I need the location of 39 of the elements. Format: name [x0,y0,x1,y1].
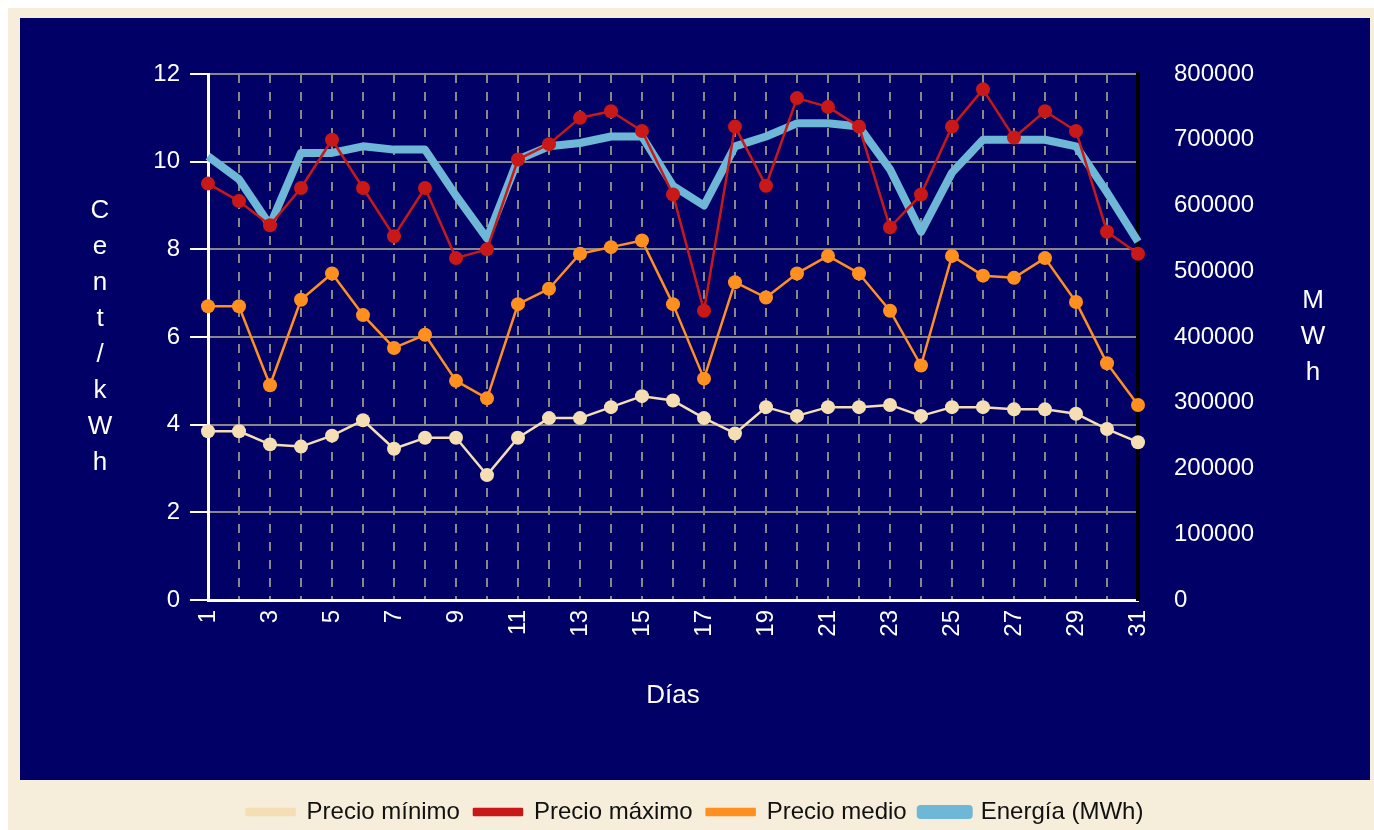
y2-tick-label: 200000 [1174,453,1255,481]
y-axis-title: Cent/kWh [87,194,113,477]
x-tick-label: 3 [254,610,282,624]
y2-tick-label: 100000 [1174,518,1255,546]
x-tick-label: 1 [192,610,220,624]
x-tick-label: 17 [688,610,716,637]
y2-axis-title: MWh [1300,284,1326,387]
x-tick-label: 25 [936,610,964,637]
x-tick-label: 23 [874,610,902,637]
y2-tick-label: 700000 [1174,124,1255,152]
x-tick-label: 15 [626,610,654,637]
x-tick-label: 11 [502,610,530,635]
y-tick-label: 6 [166,321,180,349]
y-tick-label: 0 [166,584,180,612]
y2-tick-label: 300000 [1174,387,1255,415]
legend-label: Precio máximo [533,796,693,824]
y-tick-label: 8 [166,233,180,261]
x-tick-label: 7 [378,610,406,624]
y2-tick-label: 600000 [1174,190,1255,218]
y-tick-label: 2 [166,496,180,524]
x-tick-label: 19 [750,610,778,637]
y2-tick-label: 400000 [1174,321,1255,349]
x-tick-label: 31 [1122,610,1150,637]
y-tick-label: 12 [153,58,180,86]
x-axis-title: Días [646,679,700,710]
x-tick-label: 5 [316,610,344,624]
legend-label: Precio medio [766,796,907,824]
x-tick-label: 13 [564,610,592,637]
x-tick-label: 27 [998,610,1026,637]
y2-tick-label: 0 [1174,584,1188,612]
legend-label: Precio mínimo [306,796,460,824]
legend-label: Energía (MWh) [980,796,1144,824]
y-tick-label: 4 [166,409,180,437]
x-tick-label: 21 [812,610,840,637]
x-tick-label: 9 [440,610,468,624]
y2-tick-label: 500000 [1174,255,1255,283]
x-tick-label: 29 [1060,610,1088,637]
y-tick-label: 10 [153,146,180,174]
y2-tick-label: 800000 [1174,58,1255,86]
